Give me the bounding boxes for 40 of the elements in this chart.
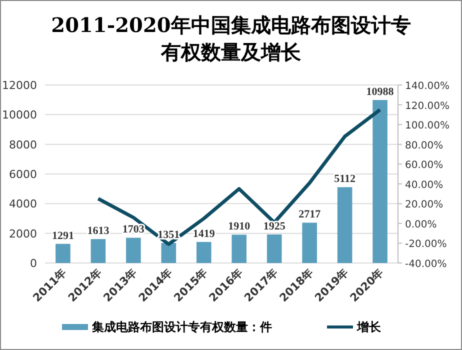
bar [302,222,317,263]
y2-tick-label: 140.00% [405,81,450,92]
bar [372,100,388,263]
y-tick-label: 2000 [9,227,37,240]
data-label: 1925 [263,220,286,232]
bar [232,234,247,263]
data-label: 1703 [122,224,145,236]
data-label: 1419 [192,228,216,240]
data-label: 10988 [366,86,394,98]
data-label: 1291 [52,230,74,242]
y2-tick-label: -20.00% [405,239,447,250]
bar [196,242,212,263]
chart-title: 2011-2020年中国集成电路布图设计专有权数量及增长 [51,13,411,64]
bar [337,187,352,263]
y-tick-label: 12000 [2,79,37,92]
data-label: 1910 [228,220,251,233]
bar [126,238,141,263]
y2-tick-label: 40.00% [405,180,444,191]
data-label: 2717 [298,208,322,221]
y2-tick-label: 20.00% [405,200,444,211]
data-label: 1351 [158,228,180,241]
y-tick-label: 8000 [9,138,37,152]
bar [266,234,282,263]
data-label: 5112 [334,173,356,186]
y2-tick-label: -40.00% [405,259,447,270]
y2-tick-label: 80.00% [405,140,444,152]
y-tick-label: 4000 [9,198,37,211]
bar [56,244,70,263]
y2-tick-label: 0.00% [405,219,437,230]
y2-tick-label: 100.00% [405,120,450,132]
bar [161,242,176,263]
y-tick-label: 10000 [2,108,37,122]
y2-tick-label: 60.00% [405,160,444,172]
legend-label: 增长 [356,320,382,334]
legend-label: 集成电路布图设计专有权数量：件 [91,320,272,334]
y2-tick-label: 120.00% [405,100,450,112]
y-tick-label: 0 [30,257,37,270]
y-tick-label: 6000 [9,168,37,181]
data-label: 1613 [87,225,110,238]
bar [90,239,106,263]
